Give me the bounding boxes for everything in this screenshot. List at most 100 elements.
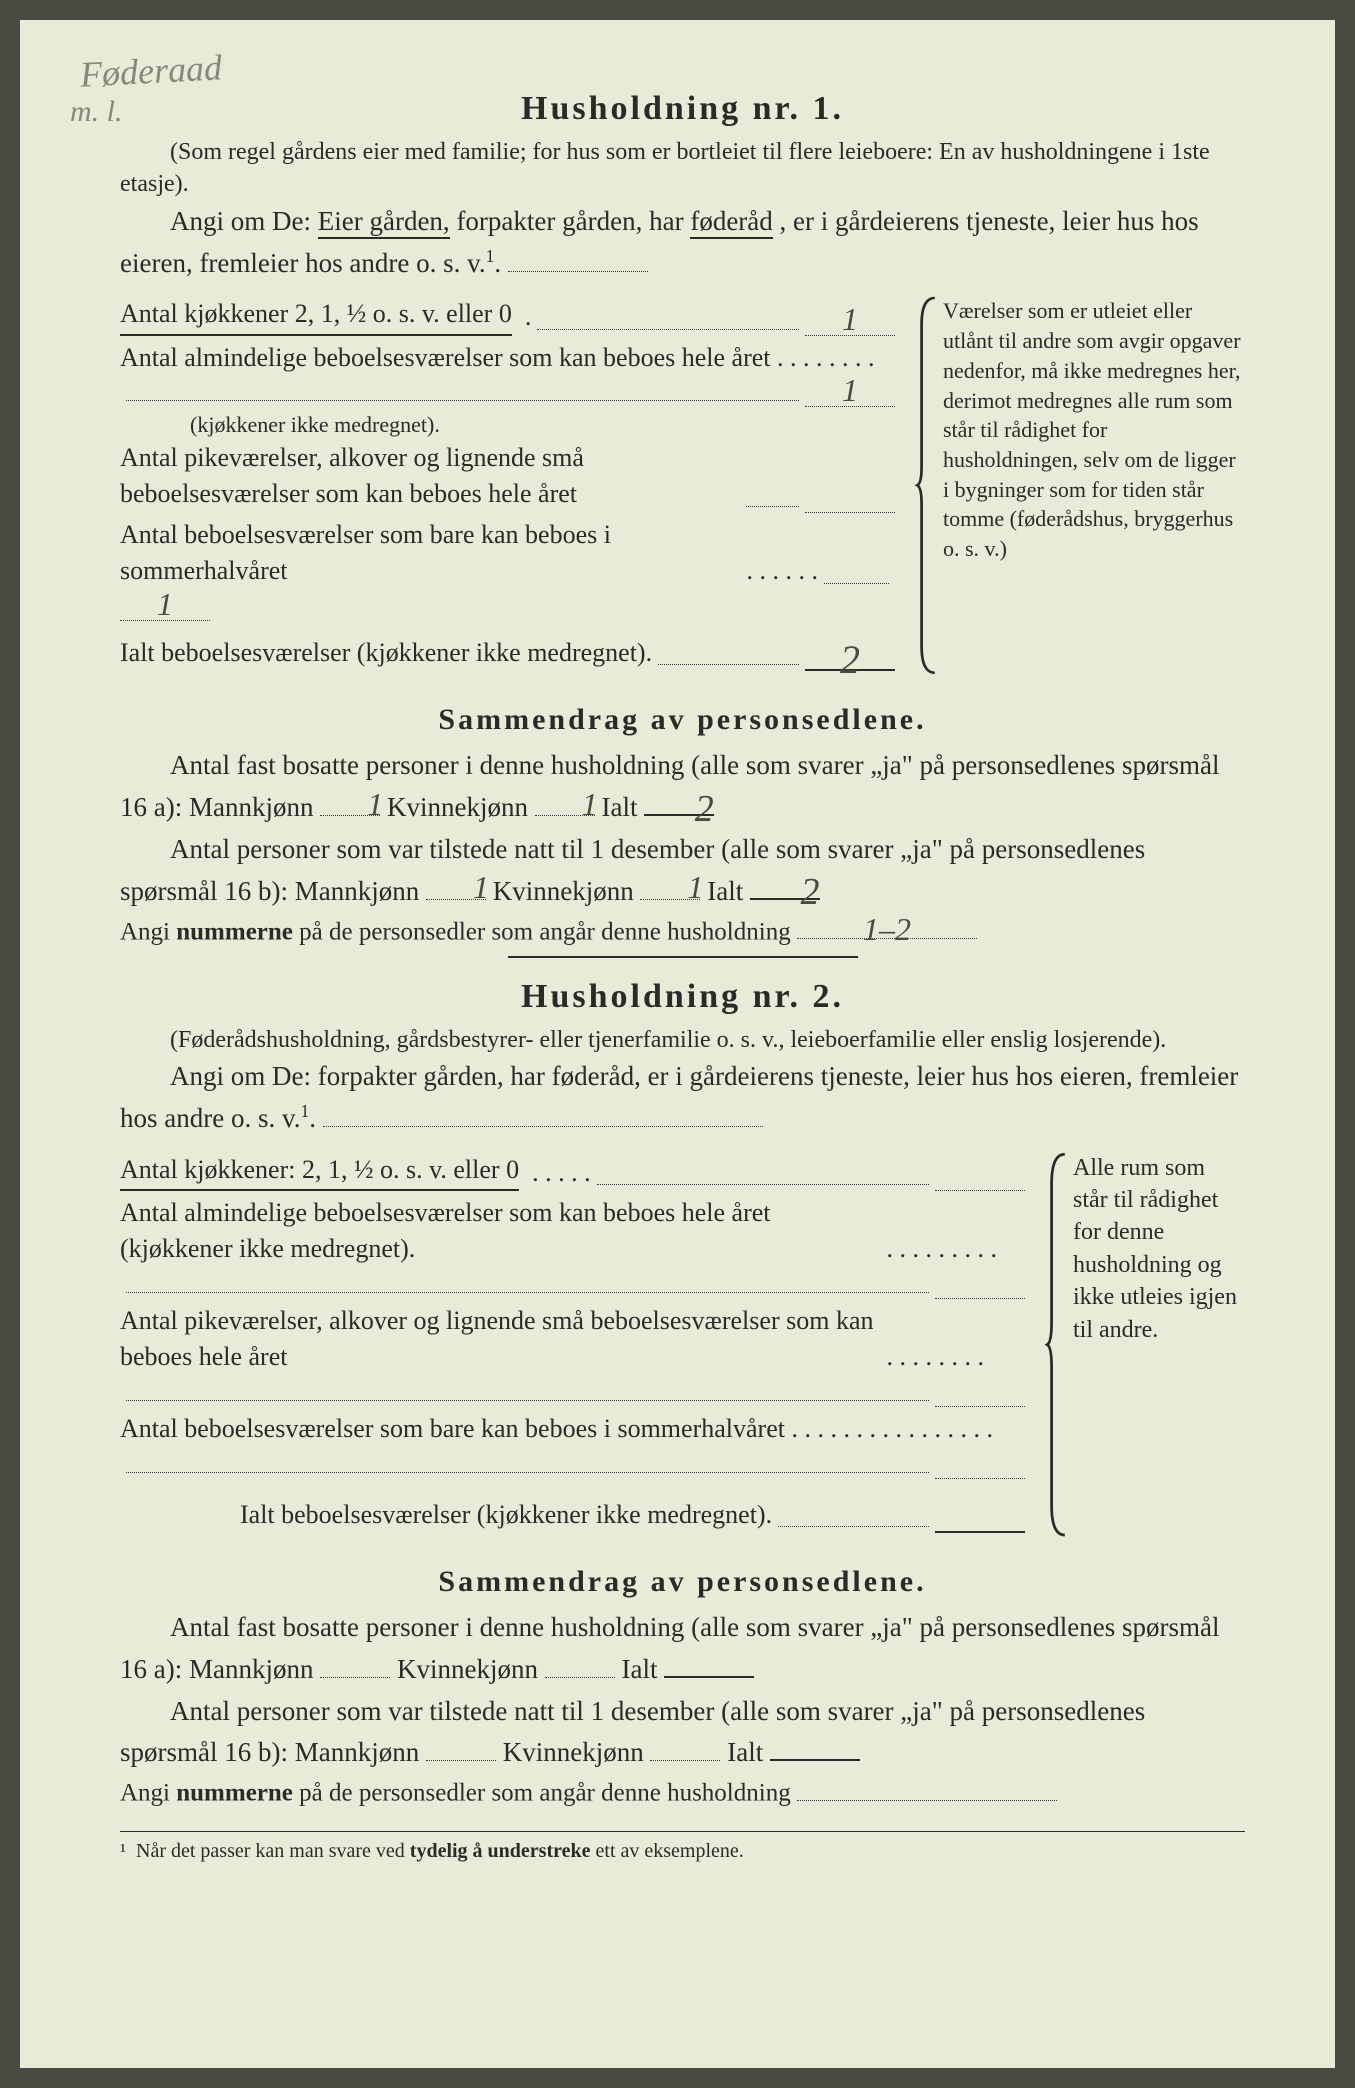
nummer-value: 1–2 <box>863 905 911 955</box>
household-1-intro: (Som regel gårdens eier med familie; for… <box>120 136 1245 201</box>
h2-perm-line: Antal fast bosatte personer i denne hush… <box>120 1607 1245 1691</box>
kitchens-label-2: Antal kjøkkener: 2, 1, ½ o. s. v. eller … <box>120 1152 519 1191</box>
brace-icon <box>915 296 937 675</box>
footnote-ref: 1 <box>300 1101 309 1121</box>
pres-k-slot: 1 <box>640 871 700 899</box>
dots <box>126 400 799 401</box>
rooms-side-note-2: Alle rum som står til rådighet for denne… <box>1045 1152 1245 1537</box>
household-1-rooms-block: Antal kjøkkener 2, 1, ½ o. s. v. eller 0… <box>120 296 1245 675</box>
dots <box>537 329 799 330</box>
side-note-text: Værelser som er utleiet eller utlånt til… <box>943 298 1241 561</box>
summer-value: 1 <box>157 582 173 627</box>
angi-mid: forpakter gården, har <box>456 206 690 236</box>
h2-pres-i-label: Ialt <box>727 1737 763 1767</box>
dots <box>746 506 799 507</box>
ordinary-label: Antal almindelige beboelsesværelser som … <box>120 340 771 376</box>
angi-prefix: Angi om De: <box>170 206 318 236</box>
perm-m-slot-2 <box>320 1649 390 1677</box>
total-value-slot: 2 <box>805 640 895 671</box>
row-summer: Antal beboelsesværelser som bare kan beb… <box>120 517 895 621</box>
row-small-2: Antal pikeværelser, alkover og lignende … <box>120 1303 1025 1407</box>
perm-k-slot-2 <box>545 1649 615 1677</box>
h2-pres-k-label: Kvinnekjønn <box>503 1737 644 1767</box>
perm-i-slot: 2 <box>644 788 714 816</box>
h1-pres-line: Antal personer som var tilstede natt til… <box>120 829 1245 913</box>
pres-m: 1 <box>423 863 489 913</box>
dots <box>597 1184 929 1185</box>
small-label: Antal pikeværelser, alkover og lignende … <box>120 440 740 513</box>
perm-m: 1 <box>317 780 383 830</box>
perm-i: 2 <box>645 780 714 839</box>
dots <box>126 1400 929 1401</box>
nummer-slot: 1–2 <box>797 913 977 939</box>
kitchens-label: Antal kjøkkener 2, 1, ½ o. s. v. eller 0 <box>120 296 512 335</box>
nummer-bold-2: nummerne <box>176 1780 293 1807</box>
dots <box>778 1526 929 1527</box>
row-total: Ialt beboelsesværelser (kjøkkener ikke m… <box>120 635 895 671</box>
footnote-text: ¹ Når det passer kan man svare ved tydel… <box>120 1840 744 1862</box>
pres-k-slot-2 <box>650 1733 720 1761</box>
ordinary-label-2: Antal almindelige beboelsesværelser som … <box>120 1195 880 1268</box>
perm-k: 1 <box>532 780 598 830</box>
dots <box>126 1292 929 1293</box>
footnote-ref: 1 <box>486 246 495 266</box>
fill-line <box>323 1098 763 1126</box>
pres-m-slot: 1 <box>426 871 486 899</box>
household-2-intro: (Føderådshusholdning, gårdsbestyrer- ell… <box>120 1024 1245 1056</box>
total-value: 2 <box>840 632 860 688</box>
pres-m-slot-2 <box>426 1733 496 1761</box>
row-small: Antal pikeværelser, alkover og lignende … <box>120 440 895 513</box>
small-value-slot <box>805 482 895 513</box>
pres-i-label: Ialt <box>707 876 743 906</box>
household-2-angi: Angi om De: forpakter gården, har føderå… <box>120 1056 1245 1140</box>
household-2-rooms-block: Antal kjøkkener: 2, 1, ½ o. s. v. eller … <box>120 1152 1245 1537</box>
rooms-side-note: Værelser som er utleiet eller utlånt til… <box>915 296 1245 675</box>
row-kitchens-2: Antal kjøkkener: 2, 1, ½ o. s. v. eller … <box>120 1152 1025 1191</box>
summer-slot-2 <box>935 1447 1025 1478</box>
brace-icon <box>1045 1152 1067 1537</box>
fill-line <box>508 243 648 271</box>
angi-underline-eier: Eier gården, <box>318 206 450 239</box>
perm-k-label: Kvinnekjønn <box>387 792 528 822</box>
ordinary-value: 1 <box>842 368 858 413</box>
nummer-slot-2 <box>797 1774 1057 1800</box>
h1-perm-line: Antal fast bosatte personer i denne hush… <box>120 745 1245 829</box>
summer-label-2: Antal beboelsesværelser som bare kan beb… <box>120 1411 785 1447</box>
total-label: Ialt beboelsesværelser (kjøkkener ikke m… <box>120 635 652 671</box>
total-label-2: Ialt beboelsesværelser (kjøkkener ikke m… <box>240 1497 772 1533</box>
h2-perm-i-label: Ialt <box>621 1654 657 1684</box>
pres-i-slot-2 <box>770 1733 860 1761</box>
kitchens-value: 1 <box>842 297 858 342</box>
dots <box>126 1472 929 1473</box>
h2-pres-line: Antal personer som var tilstede natt til… <box>120 1691 1245 1775</box>
ordinary-value-slot: 1 <box>805 376 895 407</box>
perm-i-slot-2 <box>664 1649 754 1677</box>
h1-nummer-line: Angi nummerne på de personsedler som ang… <box>120 913 1245 952</box>
pres-k: 1 <box>637 863 703 913</box>
perm-k-slot: 1 <box>535 788 595 816</box>
rooms-left: Antal kjøkkener 2, 1, ½ o. s. v. eller 0… <box>120 296 895 675</box>
summer-value-slot: 1 <box>120 590 210 621</box>
angi-underline-foderad: føderåd <box>690 206 772 239</box>
pres-k-label: Kvinnekjønn <box>493 876 634 906</box>
side-note-text-2: Alle rum som står til rådighet for denne… <box>1073 1155 1237 1343</box>
household-2-summary-title: Sammendrag av personsedlene. <box>120 1565 1245 1599</box>
handwritten-annotation-1: Føderaad <box>79 46 223 95</box>
handwritten-annotation-2: m. l. <box>70 95 123 129</box>
perm-m-slot: 1 <box>320 788 380 816</box>
divider <box>508 956 858 958</box>
kitchens-slot-2 <box>935 1160 1025 1191</box>
row-ordinary-2: Antal almindelige beboelsesværelser som … <box>120 1195 1025 1299</box>
small-label-2: Antal pikeværelser, alkover og lignende … <box>120 1303 880 1376</box>
h2-perm-k-label: Kvinnekjønn <box>397 1654 538 1684</box>
pres-i-slot: 2 <box>750 871 820 899</box>
h2-nummer-line: Angi nummerne på de personsedler som ang… <box>120 1774 1245 1813</box>
household-1-summary-title: Sammendrag av personsedlene. <box>120 703 1245 737</box>
rooms-left-2: Antal kjøkkener: 2, 1, ½ o. s. v. eller … <box>120 1152 1025 1537</box>
ordinary-slot-2 <box>935 1268 1025 1299</box>
footnote: ¹ Når det passer kan man svare ved tydel… <box>120 1831 1245 1864</box>
row-total-2: Ialt beboelsesværelser (kjøkkener ikke m… <box>120 1497 1025 1533</box>
row-kitchens: Antal kjøkkener 2, 1, ½ o. s. v. eller 0… <box>120 296 895 335</box>
household-1-angi: Angi om De: Eier gården, forpakter gårde… <box>120 201 1245 285</box>
household-1-title: Husholdning nr. 1. <box>120 90 1245 128</box>
